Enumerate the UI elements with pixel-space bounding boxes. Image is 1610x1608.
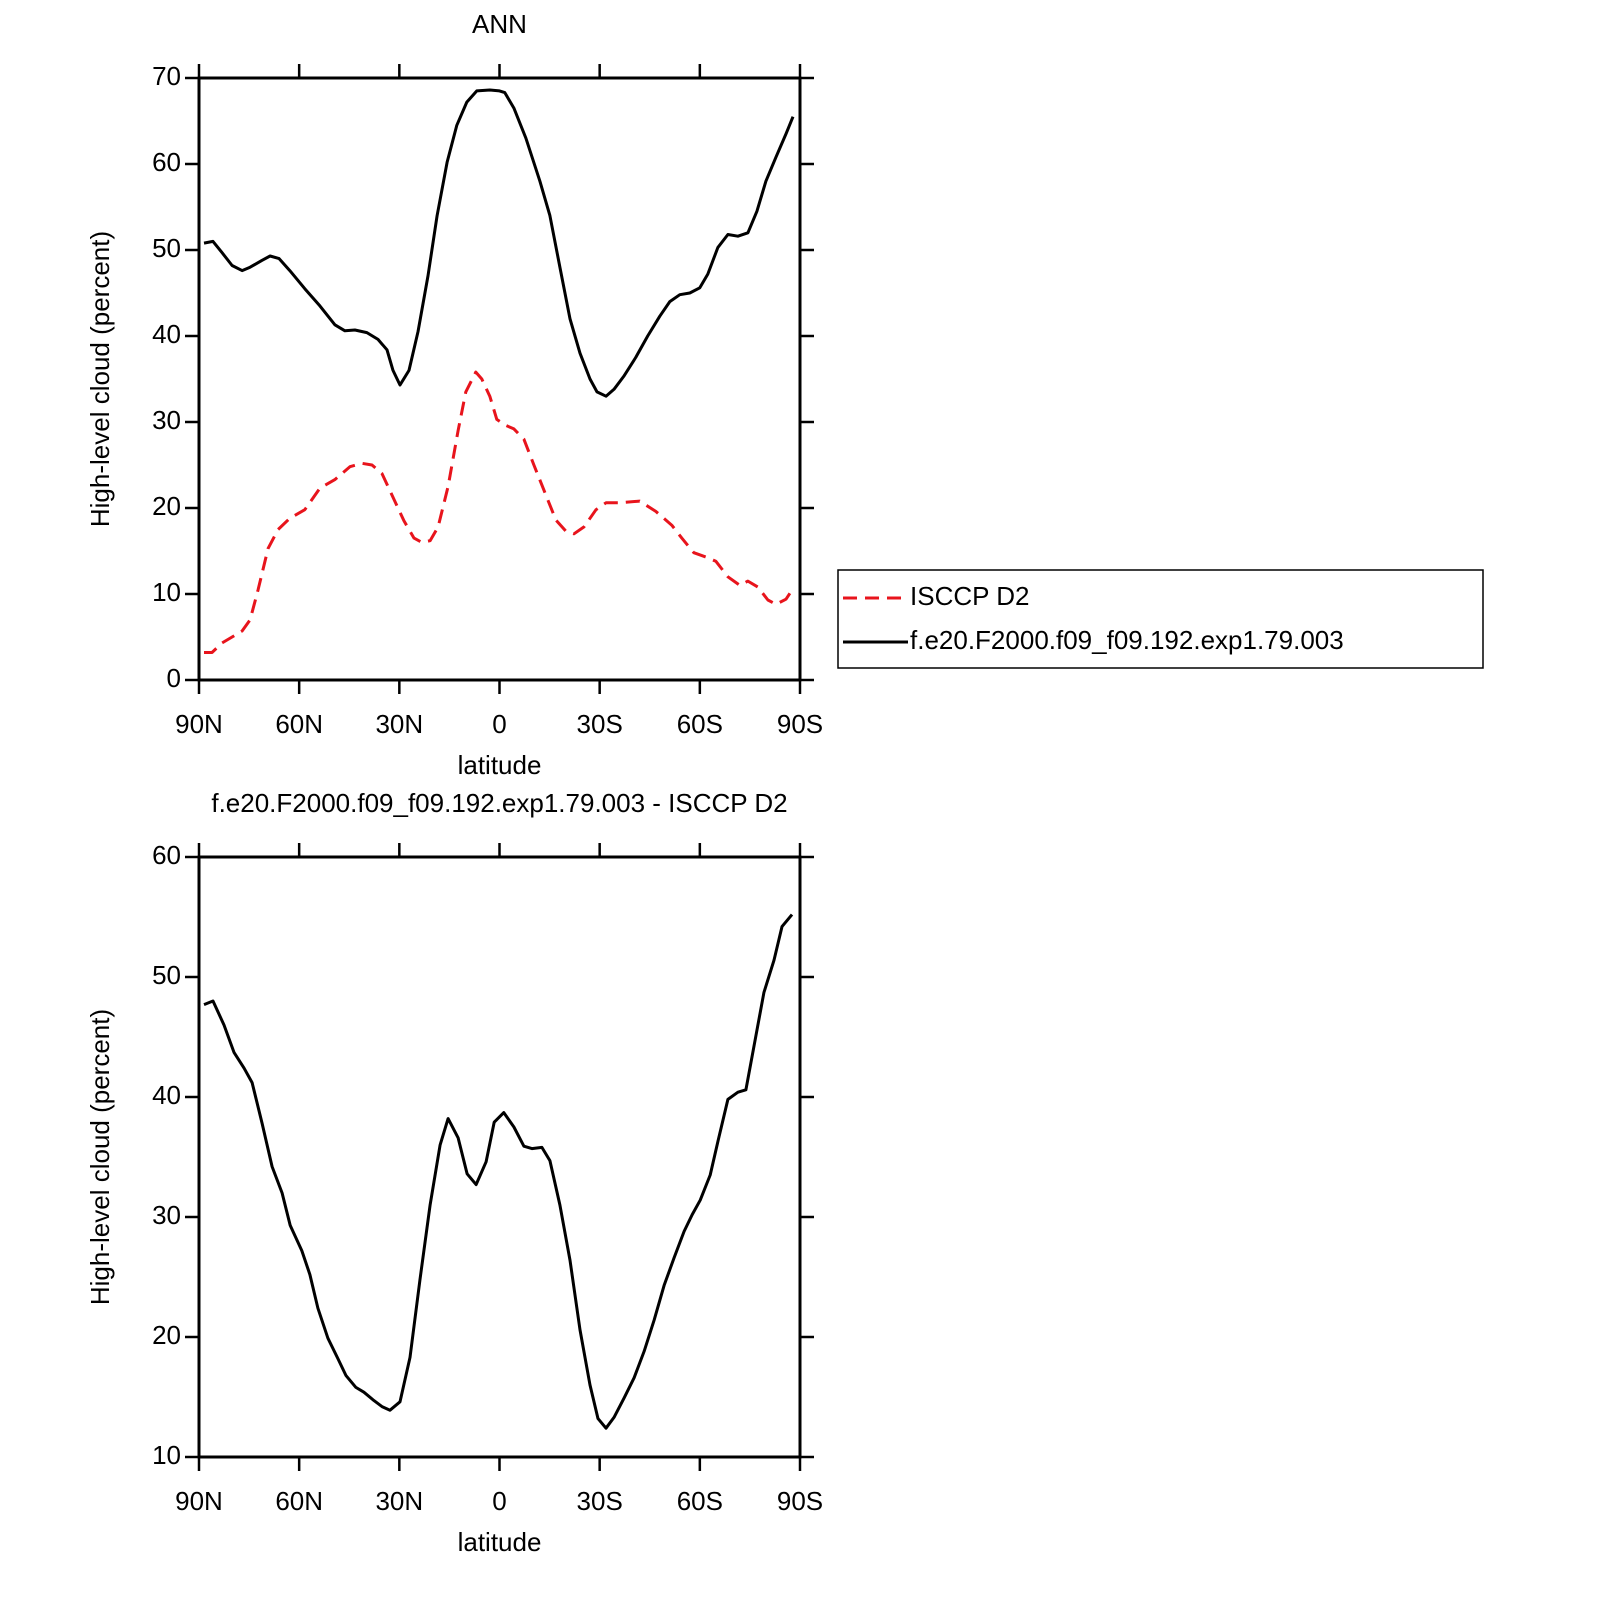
- chart-title: ANN: [472, 9, 527, 39]
- y-tick-label: 0: [167, 663, 181, 693]
- x-tick-label: 60S: [677, 1486, 723, 1516]
- y-tick-label: 50: [152, 233, 181, 263]
- y-tick-label: 60: [152, 840, 181, 870]
- y-tick-label: 30: [152, 1200, 181, 1230]
- y-tick-label: 70: [152, 61, 181, 91]
- x-tick-label: 60N: [275, 1486, 323, 1516]
- series-line: [203, 88, 795, 398]
- y-tick-label: 10: [152, 577, 181, 607]
- x-tick-label: 90N: [175, 1486, 223, 1516]
- chart-title: f.e20.F2000.f09_f09.192.exp1.79.003 - IS…: [211, 788, 787, 818]
- y-tick-label: 50: [152, 960, 181, 990]
- legend-box: [837, 569, 1484, 669]
- y-axis-label: High-level cloud (percent): [85, 231, 115, 527]
- y-axis-label: High-level cloud (percent): [85, 1009, 115, 1305]
- x-tick-label: 30N: [375, 709, 423, 739]
- plot-frame: [197, 855, 802, 1459]
- x-tick-label: 30S: [577, 1486, 623, 1516]
- series-line: [204, 370, 796, 654]
- legend-label: ISCCP D2: [910, 581, 1029, 611]
- y-tick-label: 40: [152, 1080, 181, 1110]
- y-tick-label: 20: [152, 1320, 181, 1350]
- x-tick-label: 90S: [777, 709, 823, 739]
- legend-label: f.e20.F2000.f09_f09.192.exp1.79.003: [910, 625, 1344, 655]
- x-axis-label: latitude: [458, 1527, 542, 1557]
- x-tick-label: 30N: [375, 1486, 423, 1516]
- y-tick-label: 60: [152, 147, 181, 177]
- x-tick-label: 0: [492, 1486, 506, 1516]
- plot-frame: [197, 76, 802, 682]
- x-tick-label: 30S: [577, 709, 623, 739]
- x-tick-label: 90S: [777, 1486, 823, 1516]
- y-tick-label: 20: [152, 491, 181, 521]
- series-line: [203, 913, 794, 1430]
- y-tick-label: 10: [152, 1440, 181, 1470]
- x-tick-label: 60S: [677, 709, 723, 739]
- x-tick-label: 60N: [275, 709, 323, 739]
- y-tick-label: 30: [152, 405, 181, 435]
- x-axis-label: latitude: [458, 750, 542, 780]
- x-tick-label: 90N: [175, 709, 223, 739]
- x-tick-label: 0: [492, 709, 506, 739]
- y-tick-label: 40: [152, 319, 181, 349]
